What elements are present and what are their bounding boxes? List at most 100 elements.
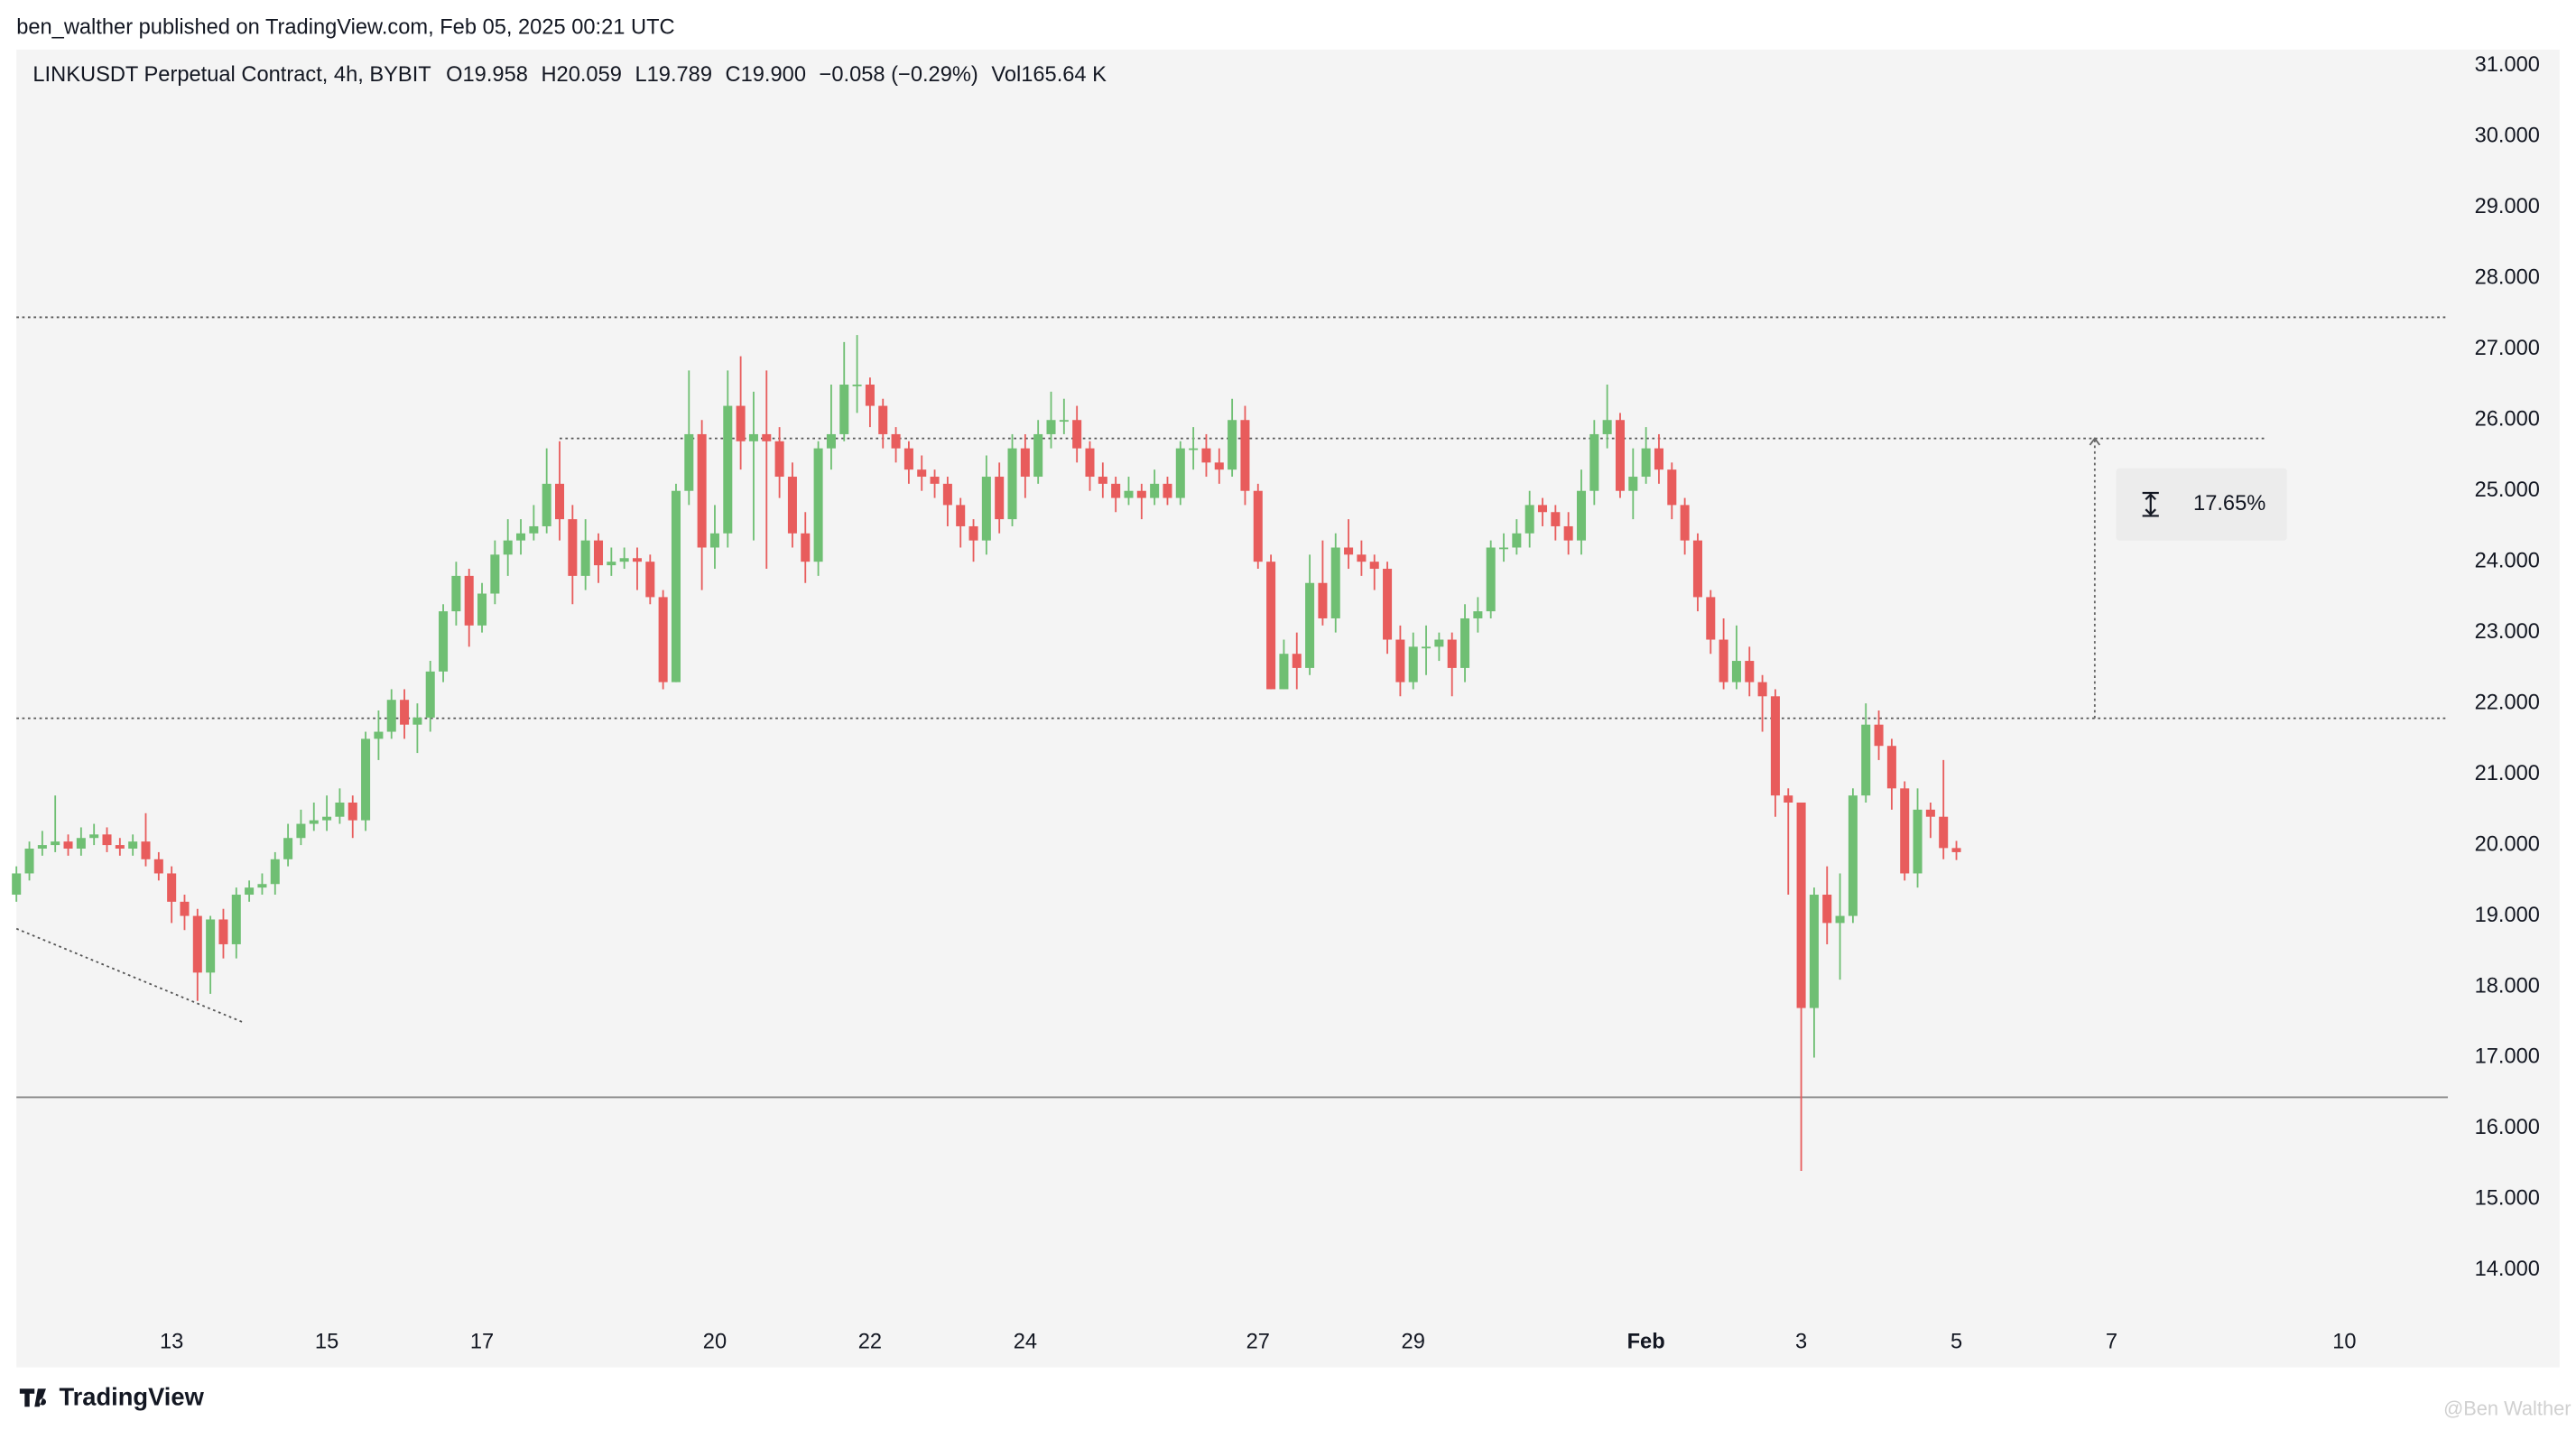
candle-body — [839, 385, 849, 434]
candle-body — [1473, 611, 1483, 618]
x-tick-label: 3 — [1795, 1331, 1807, 1354]
candle-body — [878, 405, 888, 434]
candle-body — [632, 558, 643, 562]
candle-body — [412, 717, 422, 725]
candle-body — [658, 597, 668, 682]
candle-body — [580, 540, 590, 576]
y-tick-label: 24.000 — [2475, 549, 2540, 572]
candle-body — [1537, 505, 1548, 513]
candle-body — [180, 901, 190, 916]
y-tick-label: 30.000 — [2475, 125, 2540, 148]
candle-body — [774, 441, 784, 478]
candle-body — [748, 433, 758, 441]
candle-body — [1667, 469, 1677, 506]
measure-box — [2116, 468, 2287, 541]
candle-body — [1059, 420, 1069, 422]
candle-body — [1913, 809, 1923, 874]
candle-body — [1305, 582, 1315, 668]
candle-body — [762, 433, 772, 441]
candle-body — [1628, 477, 1638, 491]
candle-body — [206, 919, 216, 973]
candle-body — [1124, 490, 1134, 498]
x-tick-label: Feb — [1627, 1331, 1665, 1354]
candle-body — [1150, 483, 1160, 498]
candle-body — [192, 915, 202, 973]
candle-body — [115, 845, 125, 850]
measure-icon — [2142, 491, 2159, 517]
candle-body — [903, 448, 913, 470]
candle-body — [1680, 505, 1690, 541]
candle-body — [296, 823, 306, 839]
candle-body — [891, 433, 901, 449]
candle-body — [813, 448, 823, 562]
candle-body — [852, 385, 862, 386]
candle-body — [1951, 848, 1961, 852]
y-tick-label: 19.000 — [2475, 904, 2540, 927]
candle-body — [51, 841, 60, 846]
candle-body — [1641, 448, 1651, 478]
candle-body — [736, 405, 746, 441]
candle-body — [645, 562, 655, 598]
x-tick-label: 29 — [1402, 1331, 1425, 1354]
x-tick-label: 27 — [1246, 1331, 1270, 1354]
candle-body — [1822, 895, 1832, 924]
candle-body — [1900, 788, 1910, 874]
y-tick-label: 14.000 — [2475, 1258, 2540, 1281]
candle-body — [1706, 597, 1716, 640]
candle-body — [386, 700, 396, 732]
y-tick-label: 17.000 — [2475, 1045, 2540, 1069]
candle-body — [76, 838, 86, 850]
candle-body — [1175, 448, 1185, 498]
legend-value: H20.059 — [541, 63, 621, 87]
candle-body — [1692, 540, 1702, 598]
candle-body — [1253, 490, 1263, 562]
measure-arrow — [2089, 437, 2101, 446]
candle-body — [1524, 505, 1534, 534]
x-tick-label: 20 — [703, 1331, 727, 1354]
candle-body — [1551, 512, 1561, 526]
x-tick-label: 17 — [470, 1331, 494, 1354]
candle-body — [1395, 639, 1405, 682]
candle-body — [1925, 809, 1935, 817]
candle-body — [1861, 724, 1871, 796]
candle-body — [1344, 547, 1354, 555]
candle-body — [697, 433, 707, 548]
candle-body — [1383, 569, 1393, 640]
candle-body — [503, 540, 513, 555]
candle-body — [1731, 661, 1741, 682]
y-tick-label: 21.000 — [2475, 762, 2540, 785]
brand-logo — [19, 1388, 46, 1407]
candle-body — [1085, 448, 1095, 478]
y-tick-label: 29.000 — [2475, 195, 2540, 218]
candle-body — [1757, 682, 1767, 697]
plot-background — [16, 49, 2560, 1368]
candle-body — [477, 593, 487, 626]
candle-body — [1499, 547, 1509, 550]
candle-body — [942, 483, 952, 506]
candle-body — [1784, 795, 1793, 803]
candle-body — [1357, 554, 1367, 562]
candle-body — [347, 803, 357, 821]
trend-line — [15, 927, 244, 1024]
candle-body — [671, 490, 681, 682]
candle-body — [968, 525, 978, 541]
y-tick-label: 31.000 — [2475, 53, 2540, 77]
candle-body — [374, 731, 384, 739]
candle-body — [1189, 448, 1199, 450]
candle-body — [1369, 562, 1379, 570]
candle-body — [451, 575, 461, 612]
candle-body — [1486, 547, 1496, 612]
candle-body — [1072, 420, 1082, 449]
candle-body — [542, 483, 551, 526]
legend-value: O19.958 — [446, 63, 528, 87]
legend-value: C19.900 — [726, 63, 806, 87]
legend-value: Vol165.64 K — [991, 63, 1107, 87]
candle-body — [1408, 646, 1418, 682]
candle-body — [865, 385, 875, 406]
candle-body — [723, 405, 733, 534]
candle-body — [37, 845, 47, 850]
candle-body — [1136, 490, 1146, 498]
y-tick-label: 28.000 — [2475, 266, 2540, 290]
